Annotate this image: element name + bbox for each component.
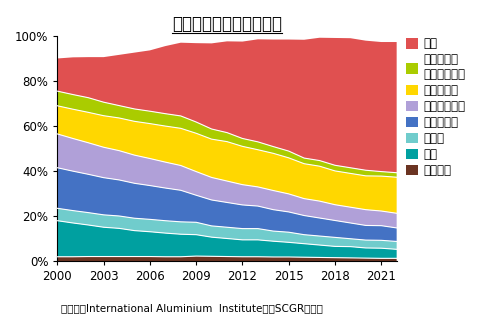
- Title: 地域別アルミ生産シェア: 地域別アルミ生産シェア: [172, 15, 281, 33]
- Legend: 中国, オセアニア
（中国除く）, アジア中東, ロシア＆東欧, 西欧＆中欧, 中南米, 北米, アフリカ: 中国, オセアニア （中国除く）, アジア中東, ロシア＆東欧, 西欧＆中欧, …: [405, 37, 465, 177]
- Text: （出所：International Aluminium  InstituteよりSCGR作成）: （出所：International Aluminium InstituteよりS…: [61, 303, 323, 313]
